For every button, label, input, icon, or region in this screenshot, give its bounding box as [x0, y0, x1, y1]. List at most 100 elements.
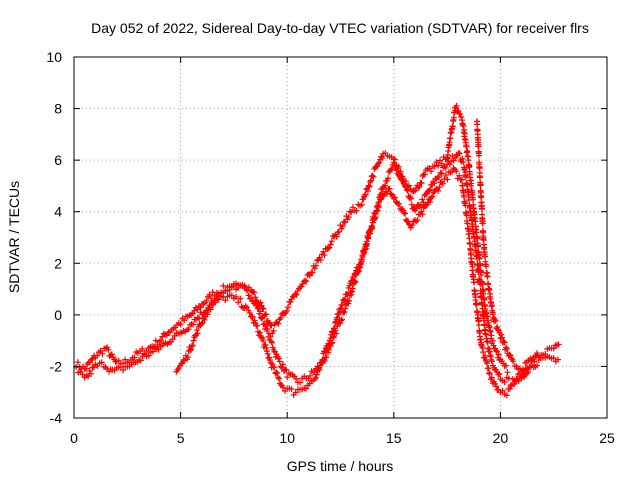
data-point: [369, 172, 376, 179]
data-point: [349, 204, 356, 211]
data-point: [364, 234, 371, 241]
data-point: [285, 304, 292, 311]
data-point: [409, 222, 416, 229]
data-point: [279, 384, 286, 391]
data-point: [303, 385, 310, 392]
data-point: [487, 328, 494, 335]
data-point: [208, 295, 215, 302]
data-point: [131, 354, 138, 361]
data-point: [249, 313, 256, 320]
data-point: [88, 370, 95, 377]
data-point: [79, 371, 86, 378]
data-point: [292, 389, 299, 396]
data-point: [220, 282, 227, 289]
data-point: [184, 354, 191, 361]
data-point: [446, 161, 453, 168]
y-tick-label: 2: [54, 255, 62, 271]
data-point: [367, 178, 374, 185]
data-point: [431, 163, 438, 170]
data-point: [145, 352, 152, 359]
data-point: [461, 126, 468, 133]
data-point: [484, 360, 491, 367]
data-point: [401, 209, 408, 216]
data-point: [339, 223, 346, 230]
data-point: [235, 299, 242, 306]
data-point: [266, 356, 273, 363]
data-point: [262, 342, 269, 349]
data-point: [484, 273, 491, 280]
data-point: [528, 357, 535, 364]
data-point: [328, 340, 335, 347]
data-point: [277, 314, 284, 321]
data-point: [416, 183, 423, 190]
data-point: [248, 295, 255, 302]
data-point: [365, 235, 372, 242]
data-point: [368, 223, 375, 230]
data-point: [303, 278, 310, 285]
data-point: [359, 253, 366, 260]
data-point: [264, 326, 271, 333]
data-point: [207, 306, 214, 313]
data-point: [496, 370, 503, 377]
data-point: [435, 187, 442, 194]
data-point: [139, 346, 146, 353]
data-point: [98, 359, 105, 366]
data-point: [260, 337, 267, 344]
data-point: [375, 204, 382, 211]
data-point: [99, 350, 106, 357]
data-point: [269, 361, 276, 368]
data-point: [484, 339, 491, 346]
data-point: [315, 365, 322, 372]
data-point: [372, 214, 379, 221]
data-point: [357, 260, 364, 267]
data-point: [349, 285, 356, 292]
data-point: [371, 215, 378, 222]
data-point: [498, 334, 505, 341]
data-point: [419, 196, 426, 203]
data-point: [375, 200, 382, 207]
data-point: [463, 143, 470, 150]
data-point: [406, 182, 413, 189]
data-point: [252, 294, 259, 301]
data-point: [325, 245, 332, 252]
data-point: [74, 359, 81, 366]
data-point: [421, 171, 428, 178]
x-tick-label: 15: [386, 430, 402, 446]
data-point: [482, 253, 489, 260]
data-point: [486, 370, 493, 377]
data-point: [484, 313, 491, 320]
data-point: [478, 272, 485, 279]
data-point: [120, 367, 127, 374]
data-point: [534, 350, 541, 357]
data-point: [533, 362, 540, 369]
data-point: [187, 347, 194, 354]
data-point: [348, 291, 355, 298]
y-tick-label: 4: [54, 204, 62, 220]
data-point: [271, 364, 278, 371]
data-point: [502, 344, 509, 351]
data-point: [486, 369, 493, 376]
data-point: [418, 180, 425, 187]
data-point: [263, 344, 270, 351]
x-tick-label: 10: [279, 430, 295, 446]
y-tick-label: 10: [46, 49, 62, 65]
data-point: [419, 211, 426, 218]
data-point: [327, 241, 334, 248]
data-point: [243, 304, 250, 311]
data-point: [189, 342, 196, 349]
data-point: [245, 307, 252, 314]
data-point: [152, 337, 159, 344]
data-point: [367, 230, 374, 237]
data-point: [478, 341, 485, 348]
data-point: [501, 339, 508, 346]
data-point: [415, 184, 422, 191]
data-point: [366, 183, 373, 190]
data-point: [275, 355, 282, 362]
data-point: [477, 262, 484, 269]
data-point: [469, 263, 476, 270]
data-point: [264, 350, 271, 357]
data-point: [485, 317, 492, 324]
data-point: [199, 319, 206, 326]
data-point: [480, 349, 487, 356]
